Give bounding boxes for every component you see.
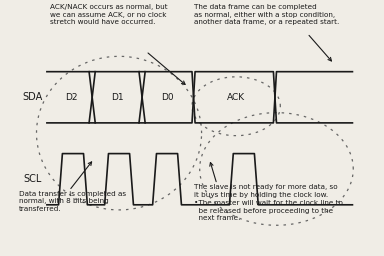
Text: D0: D0: [161, 93, 173, 102]
Text: SCL: SCL: [24, 174, 42, 184]
Text: D1: D1: [111, 93, 123, 102]
Text: Data transfer is completed as
normal, with 8 bits being
transferred.: Data transfer is completed as normal, wi…: [19, 191, 126, 212]
Text: The slave is not ready for more data, so
it buys time by holding the clock low.
: The slave is not ready for more data, so…: [194, 184, 343, 221]
Text: The data frame can be completed
as normal, either with a stop condition,
another: The data frame can be completed as norma…: [194, 4, 339, 25]
Text: D2: D2: [65, 93, 77, 102]
Text: ACK/NACK occurs as normal, but
we can assume ACK, or no clock
stretch would have: ACK/NACK occurs as normal, but we can as…: [50, 4, 167, 25]
Text: SDA: SDA: [22, 92, 42, 102]
Text: ACK: ACK: [227, 93, 245, 102]
